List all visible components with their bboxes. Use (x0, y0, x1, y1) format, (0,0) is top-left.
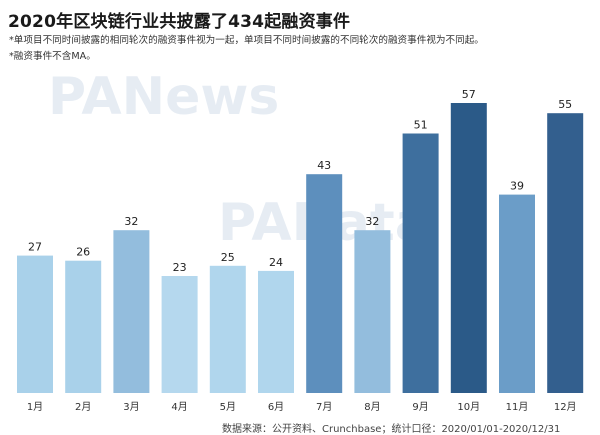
bar-value-label: 32 (365, 215, 379, 228)
x-tick-label: 8月 (364, 401, 380, 413)
bar-3 (113, 230, 150, 393)
bar-value-label: 43 (317, 159, 331, 172)
bar-8 (354, 230, 391, 393)
bar-value-label: 57 (462, 88, 476, 101)
bar-value-label: 55 (558, 98, 572, 111)
bar-1 (17, 255, 53, 393)
chart-title: 2020年区块链行业共披露了434起融资事件 (8, 12, 351, 32)
x-tick-label: 2月 (75, 401, 91, 413)
bar-11 (499, 194, 535, 393)
x-tick-label: 3月 (123, 401, 139, 413)
x-tick-label: 11月 (506, 401, 529, 413)
x-tick-label: 1月 (27, 401, 43, 413)
bar-value-label: 23 (173, 261, 187, 274)
x-tick-label: 5月 (220, 401, 236, 413)
bar-value-label: 39 (510, 180, 524, 193)
bar-6 (258, 270, 294, 393)
bar-value-label: 32 (124, 215, 138, 228)
bar-5 (209, 265, 246, 393)
bar-value-label: 51 (414, 119, 428, 132)
bar-value-label: 25 (221, 251, 235, 264)
bar-2 (65, 260, 102, 393)
bar-4 (161, 276, 198, 393)
x-tick-label: 12月 (554, 401, 577, 413)
x-tick-label: 4月 (171, 401, 187, 413)
watermark-panews: PANews (48, 67, 279, 127)
x-tick-label: 9月 (412, 401, 428, 413)
x-tick-label: 7月 (316, 401, 332, 413)
chart-note: *单项目不同时间披露的相同轮次的融资事件视为一起，单项目不同时间披露的不同轮次的… (9, 35, 484, 46)
x-tick-label: 6月 (268, 401, 284, 413)
bar-7 (306, 174, 343, 393)
data-source: 数据来源：公开资料、Crunchbase；统计口径：2020/01/01-202… (222, 424, 561, 435)
bar-12 (547, 113, 584, 393)
bar-9 (402, 133, 439, 393)
bar-10 (450, 103, 487, 393)
chart-note: *融资事件不含MA。 (9, 51, 96, 62)
bar-value-label: 26 (76, 246, 90, 259)
x-tick-label: 10月 (457, 401, 480, 413)
bar-value-label: 27 (28, 241, 42, 254)
bar-value-label: 24 (269, 256, 283, 269)
